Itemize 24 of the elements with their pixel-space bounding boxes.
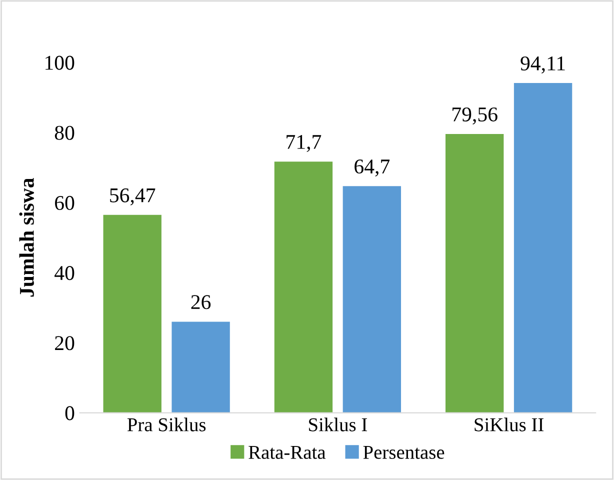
data-label: 56,47 <box>110 188 156 206</box>
y-tick-label: 80 <box>54 126 74 140</box>
data-label: 64,7 <box>354 160 390 177</box>
bar <box>274 162 333 413</box>
x-tick-label: Pra Siklus <box>127 418 206 432</box>
y-tick-label: 100 <box>46 56 74 70</box>
data-label: 71,7 <box>286 135 322 152</box>
y-tick-label: 40 <box>54 266 74 280</box>
data-label: 26 <box>191 295 211 310</box>
x-tick-label: SiKlus II <box>474 418 544 432</box>
data-label: 79,56 <box>452 107 498 124</box>
y-tick-label: 60 <box>55 196 74 210</box>
bar <box>446 134 504 413</box>
legend-label: Persentase <box>363 446 444 459</box>
y-axis-title: Jumlah siswa <box>19 178 34 297</box>
y-tick-label: 20 <box>55 336 74 350</box>
legend-label: Rata-Rata <box>248 446 326 459</box>
bar <box>514 83 572 413</box>
bar <box>172 322 230 413</box>
y-tick-label: 0 <box>65 406 74 420</box>
bar <box>342 186 402 413</box>
x-tick-label: Siklus I <box>309 418 367 432</box>
data-label: 94,11 <box>520 56 565 74</box>
bar <box>103 214 162 413</box>
